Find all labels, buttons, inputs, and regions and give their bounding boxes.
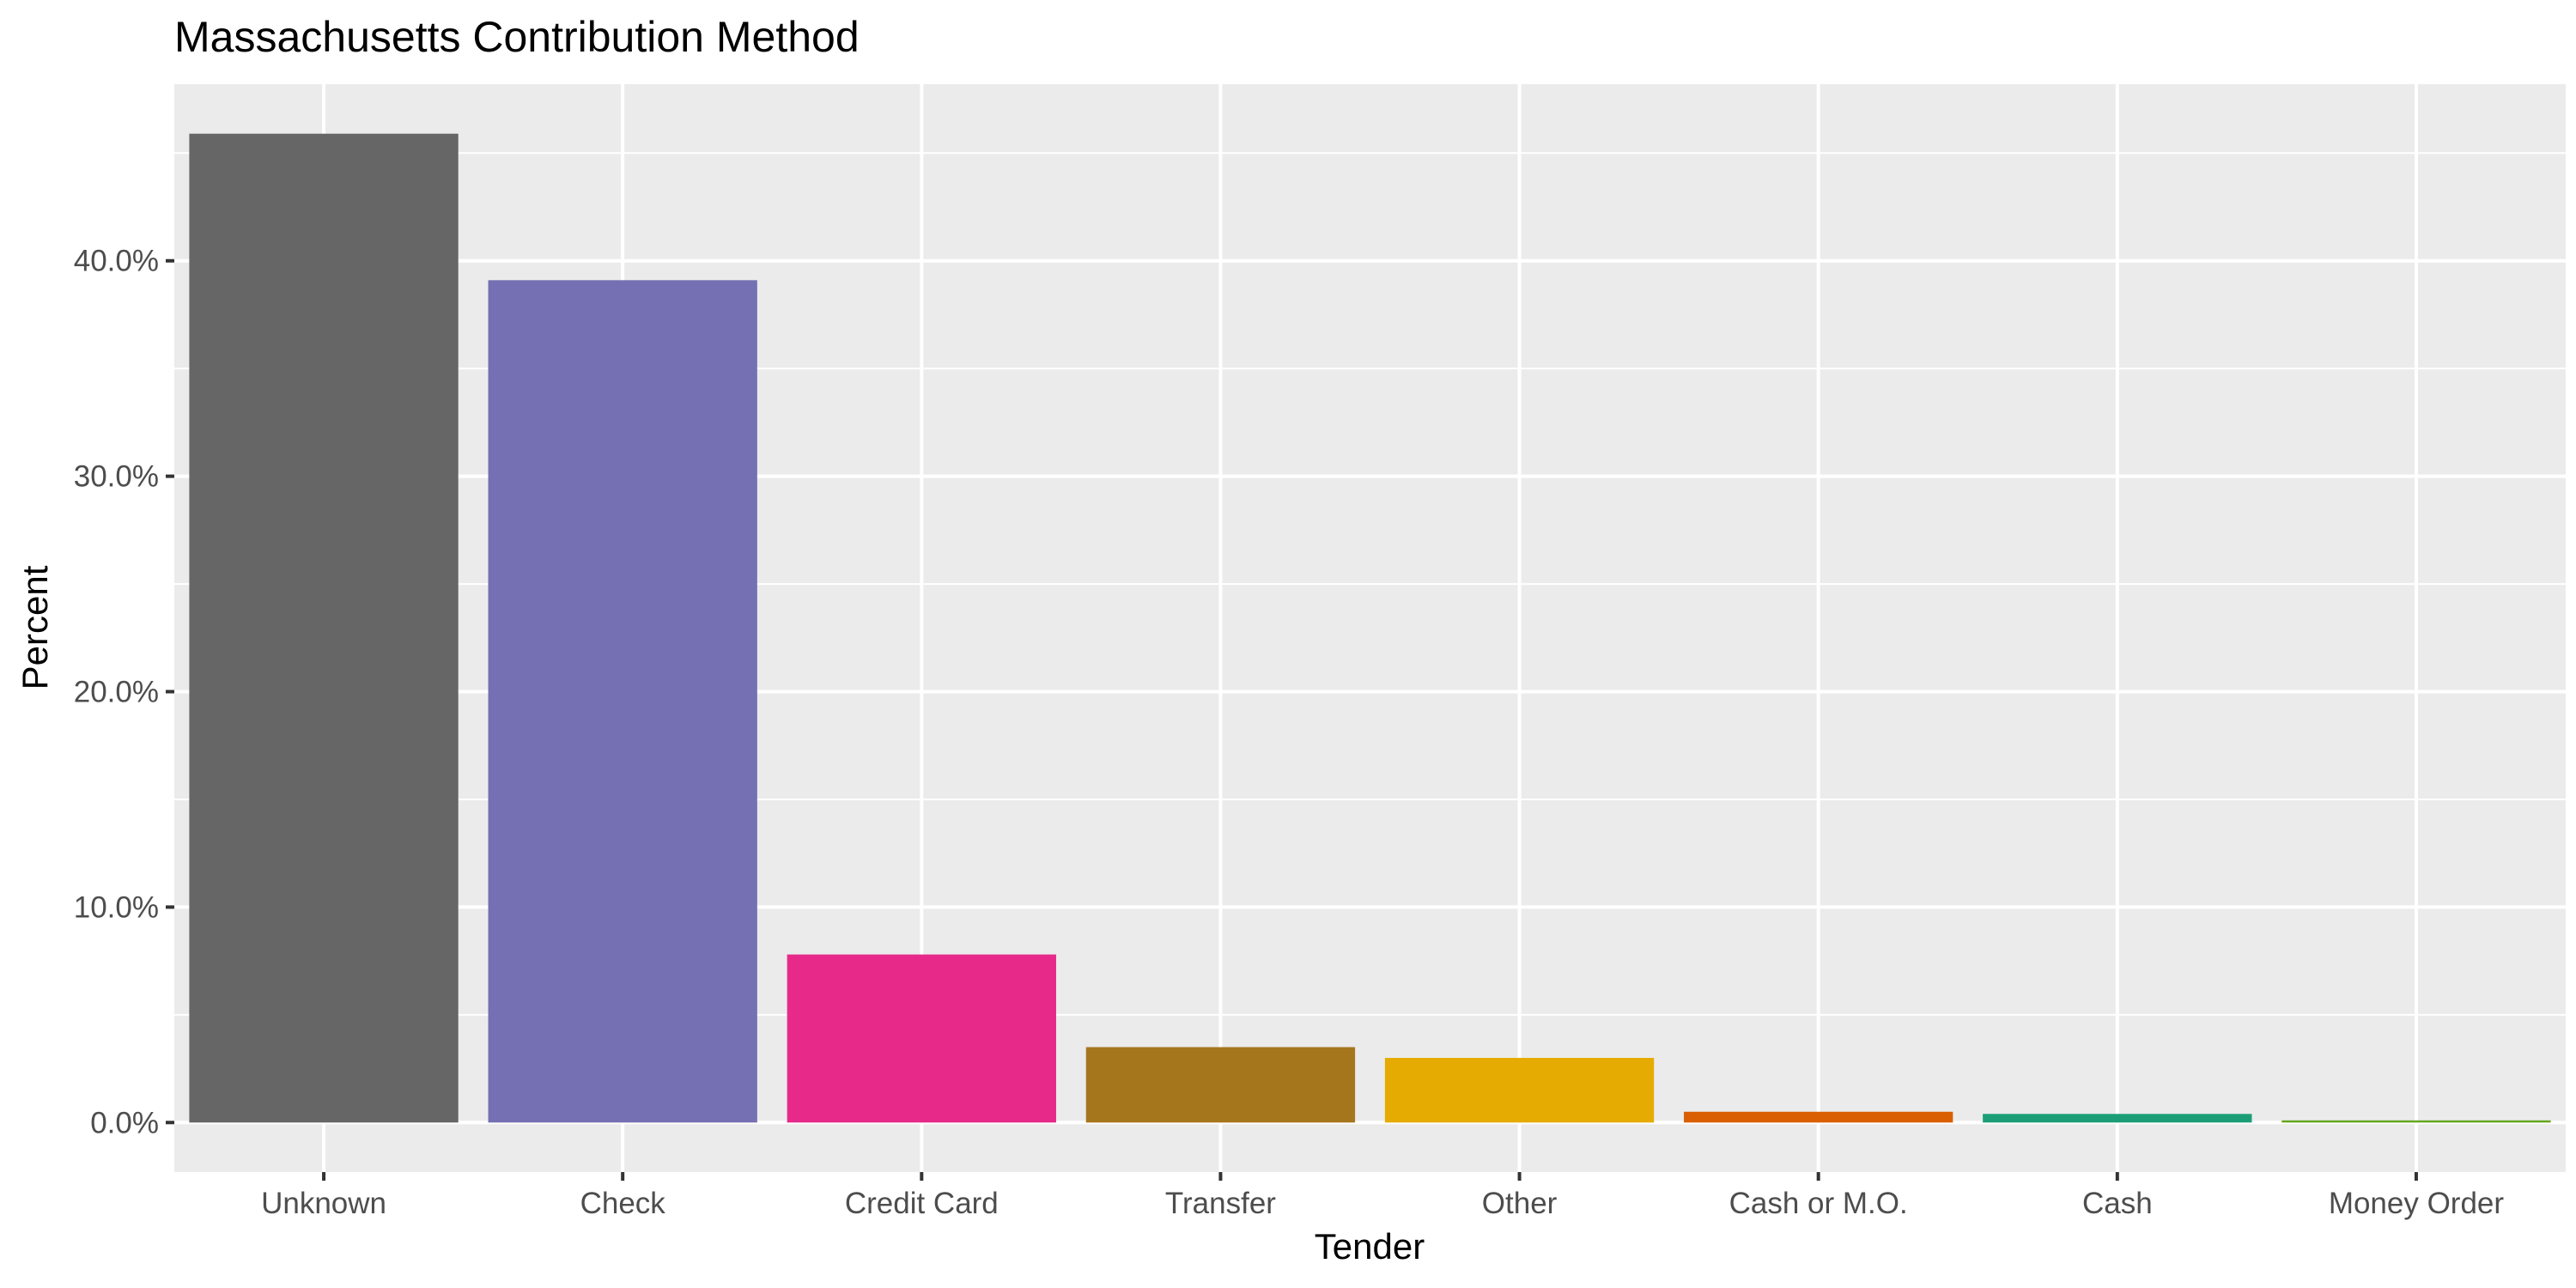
bar-money-order [2281,1120,2551,1123]
y-tick-label: 0.0% [90,1106,159,1139]
bar-credit-card [787,954,1056,1123]
bar-cash [1983,1114,2252,1123]
y-tick-label: 10.0% [74,890,159,924]
y-tick-label: 40.0% [74,245,159,278]
x-tick-label: Transfer [1165,1187,1276,1220]
x-tick-label: Cash or M.O. [1729,1187,1908,1220]
y-tick-label: 30.0% [74,460,159,494]
x-tick-label: Money Order [2329,1187,2505,1220]
y-axis: 0.0% 10.0% 20.0% 30.0% 40.0% [74,245,174,1139]
x-axis: Unknown Check Credit Card Transfer Other Cash… [261,1172,2504,1220]
bar-cash-or-m-o [1684,1111,1953,1123]
bar-transfer [1085,1047,1356,1123]
x-tick-label: Check [580,1187,666,1220]
bars [189,133,2551,1123]
bar-check [488,280,757,1123]
bar-unknown [189,133,459,1123]
x-tick-label: Unknown [261,1187,386,1220]
x-tick-label: Other [1482,1187,1558,1220]
x-tick-label: Credit Card [845,1187,999,1220]
x-tick-label: Cash [2082,1187,2153,1220]
y-tick-label: 20.0% [74,676,159,709]
y-axis-title: Percent [15,565,55,690]
chart-title: Massachusetts Contribution Method [174,13,860,61]
x-axis-title: Tender [1315,1226,1425,1267]
bar-other [1384,1058,1655,1123]
